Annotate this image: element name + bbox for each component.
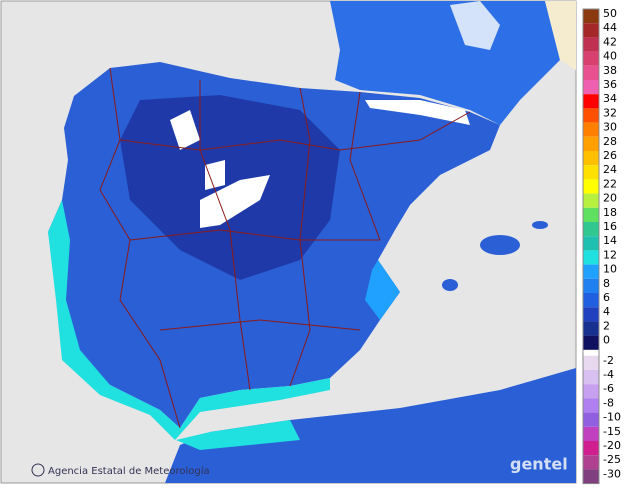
- snow: [205, 160, 225, 190]
- legend-label: 6: [603, 291, 610, 304]
- legend-label: 32: [603, 106, 617, 119]
- legend-swatch: [583, 80, 599, 95]
- legend-swatch: [583, 108, 599, 123]
- legend-label: 10: [603, 263, 617, 276]
- legend-label: -15: [603, 425, 621, 438]
- legend-swatch: [583, 264, 599, 279]
- legend-swatch: [583, 37, 599, 52]
- legend-swatch: [583, 355, 599, 370]
- legend: 5044424038363432302826242220181614121086…: [582, 7, 621, 485]
- snow: [200, 175, 270, 228]
- legend-label: -20: [603, 439, 621, 452]
- credit: Agencia Estatal de Meteorología: [48, 465, 210, 477]
- legend-swatch: [583, 94, 599, 109]
- legend-swatch: [583, 384, 599, 399]
- legend-label: 4: [603, 305, 610, 318]
- legend-label: 44: [603, 21, 617, 34]
- watermark: gentel: [510, 455, 568, 474]
- menorca: [532, 221, 548, 229]
- legend-label: 28: [603, 135, 617, 148]
- legend-swatch: [583, 321, 599, 336]
- legend-swatch: [583, 207, 599, 222]
- ibiza: [442, 279, 458, 291]
- legend-label: 14: [603, 234, 617, 247]
- legend-swatch: [583, 136, 599, 151]
- legend-label: -4: [603, 368, 614, 381]
- legend-swatch: [583, 335, 599, 350]
- legend-label: 34: [603, 92, 617, 105]
- legend-label: 2: [603, 319, 610, 332]
- legend-swatch: [583, 469, 599, 484]
- legend-swatch: [583, 307, 599, 322]
- legend-swatch: [583, 193, 599, 208]
- legend-label: 40: [603, 50, 617, 63]
- legend-swatch: [583, 441, 599, 456]
- france: [330, 1, 560, 125]
- legend-swatch: [583, 51, 599, 66]
- legend-swatch: [583, 278, 599, 293]
- legend-swatch: [583, 293, 599, 308]
- region-borders: [99, 67, 471, 429]
- legend-swatch: [583, 23, 599, 38]
- italy: [545, 1, 576, 70]
- legend-label: -8: [603, 396, 614, 409]
- legend-label: 16: [603, 220, 617, 233]
- legend-label: -10: [603, 411, 621, 424]
- legend-label: 18: [603, 206, 617, 219]
- legend-swatch: [583, 122, 599, 137]
- legend-swatch: [583, 165, 599, 180]
- east-coast: [365, 260, 400, 320]
- legend-label: 0: [603, 334, 610, 347]
- legend-label: 12: [603, 248, 617, 261]
- legend-label: 24: [603, 163, 617, 176]
- legend-swatch: [583, 370, 599, 385]
- alps-snow: [450, 1, 500, 50]
- legend-label: 8: [603, 277, 610, 290]
- legend-swatch: [583, 236, 599, 251]
- legend-label: 36: [603, 78, 617, 91]
- legend-swatch: [583, 65, 599, 80]
- legend-swatch: [583, 151, 599, 166]
- legend-swatch: [583, 250, 599, 265]
- legend-swatch: [583, 426, 599, 441]
- legend-label: 38: [603, 64, 617, 77]
- legend-swatch: [583, 455, 599, 470]
- legend-swatch: [583, 398, 599, 413]
- legend-label: 50: [603, 7, 617, 20]
- mallorca: [480, 235, 520, 255]
- legend-swatch: [583, 222, 599, 237]
- africa: [165, 368, 576, 483]
- legend-swatch: [583, 9, 599, 24]
- legend-label: -30: [603, 467, 621, 480]
- africa-coast: [176, 420, 300, 450]
- legend-label: -6: [603, 382, 614, 395]
- legend-label: 20: [603, 192, 617, 205]
- legend-frame: [582, 8, 600, 485]
- legend-label: -25: [603, 453, 621, 466]
- snow: [170, 110, 200, 150]
- legend-swatch: [583, 412, 599, 427]
- legend-label: 22: [603, 177, 617, 190]
- legend-label: 26: [603, 149, 617, 162]
- legend-swatch: [583, 179, 599, 194]
- legend-label: 42: [603, 35, 617, 48]
- snow: [365, 100, 470, 125]
- credit-logo: [31, 463, 45, 477]
- legend-label: -2: [603, 354, 614, 367]
- legend-label: 30: [603, 121, 617, 134]
